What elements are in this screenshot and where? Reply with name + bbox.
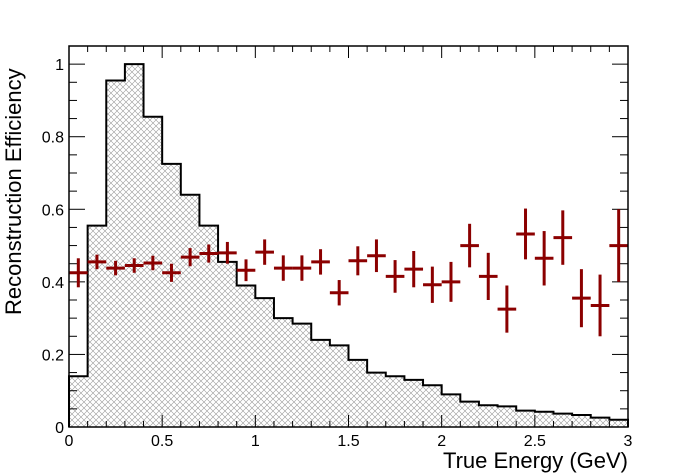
data-point	[516, 208, 535, 260]
x-tick-label: 0.5	[151, 433, 173, 450]
data-point	[255, 239, 274, 265]
data-point	[348, 246, 368, 276]
data-point	[218, 241, 237, 264]
data-point	[273, 255, 293, 281]
data-point	[236, 259, 256, 282]
data-point	[460, 223, 479, 268]
x-tick-label: 2.5	[524, 433, 546, 450]
data-point	[367, 239, 386, 273]
data-point	[404, 251, 424, 288]
data-point	[385, 260, 405, 293]
x-axis-title: True Energy (GeV)	[443, 448, 628, 473]
data-point	[311, 249, 330, 275]
data-point	[87, 254, 107, 270]
data-point	[609, 209, 628, 282]
x-tick-label: 0	[65, 433, 74, 450]
data-point	[590, 274, 610, 337]
histogram-fill	[69, 64, 628, 428]
data-points	[69, 208, 628, 337]
data-point	[441, 261, 461, 302]
data-point	[180, 248, 200, 267]
data-point	[329, 280, 349, 306]
data-point	[423, 266, 442, 303]
histogram-outline	[68, 63, 629, 427]
y-tick-label: 0.6	[42, 202, 64, 219]
histogram-layer	[68, 63, 629, 428]
data-point	[106, 260, 125, 276]
x-tick-label: 3	[624, 433, 633, 450]
y-tick-label: 0	[55, 420, 64, 437]
y-tick-label: 0.4	[42, 275, 64, 292]
data-point	[143, 255, 163, 271]
x-tick-label: 1	[251, 433, 260, 450]
data-point	[124, 258, 144, 273]
y-tick-label: 0.8	[42, 130, 64, 147]
data-point	[162, 263, 181, 282]
data-point	[497, 285, 517, 333]
y-axis-title: Reconstruction Efficiency	[1, 68, 26, 315]
data-point	[199, 244, 219, 263]
y-tick-label: 0.2	[42, 347, 64, 364]
plot-frame	[68, 45, 629, 428]
x-tick-label: 2	[437, 433, 446, 450]
data-point	[534, 231, 554, 286]
data-point	[553, 210, 573, 265]
tick-labels: 0 0.5 1 1.5 2 2.5 3 0 0.2 0.4 0.6 0.8 1	[42, 57, 633, 450]
y-tick-label: 1	[55, 57, 64, 74]
data-point	[292, 255, 312, 281]
x-tick-label: 1.5	[337, 433, 359, 450]
data-point	[478, 252, 498, 300]
data-point	[69, 258, 88, 288]
data-point	[572, 269, 591, 328]
